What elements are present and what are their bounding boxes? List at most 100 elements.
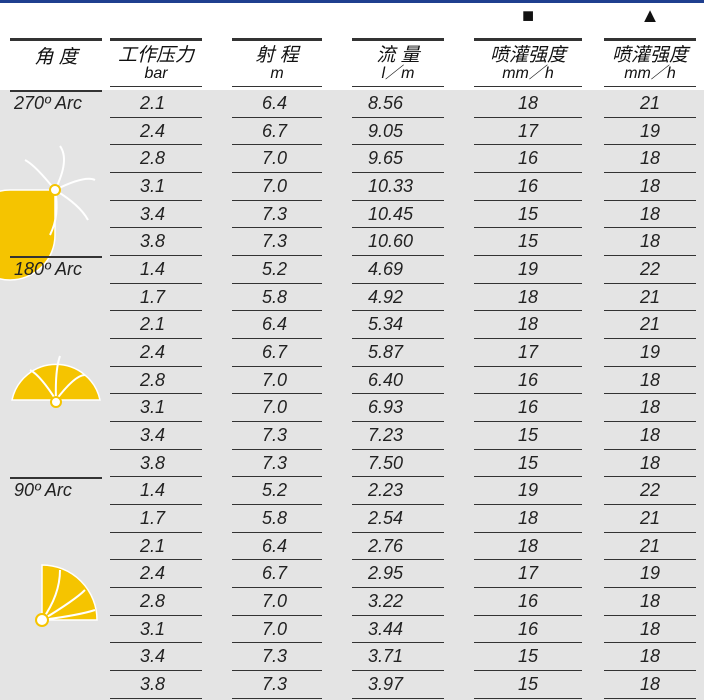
- row-rule: [232, 614, 322, 616]
- table-cell: 21: [639, 535, 661, 556]
- table-cell: 15: [517, 646, 539, 667]
- table-cell: 2.4: [140, 342, 166, 363]
- row-rule: [352, 670, 444, 672]
- row-rule: [352, 172, 444, 173]
- row-rule: [110, 559, 202, 561]
- row-rule: [604, 642, 696, 644]
- row-rule: [110, 365, 202, 367]
- row-rule: [352, 476, 444, 478]
- row-rule: [232, 172, 322, 173]
- table-cell: 16: [517, 591, 539, 612]
- table-cell: 2.8: [140, 148, 166, 169]
- row-rule: [604, 587, 696, 589]
- column-title: 射 程: [255, 45, 299, 66]
- row-rule: [232, 338, 322, 340]
- table-cell: 10.45: [368, 203, 414, 224]
- row-rule: [604, 365, 696, 367]
- table-cell: 2.8: [140, 591, 166, 612]
- row-rule: [604, 255, 696, 257]
- header-underline: [474, 86, 582, 87]
- table-cell: 4.92: [368, 286, 404, 307]
- table-cell: 16: [517, 369, 539, 390]
- group-rule: [10, 477, 102, 479]
- row-rule: [474, 587, 582, 589]
- table-cell: 7.3: [262, 674, 288, 695]
- row-rule: [604, 670, 696, 672]
- row-rule: [232, 559, 322, 561]
- row-rule: [604, 531, 696, 533]
- table-background: [0, 90, 704, 700]
- row-rule: [604, 559, 696, 561]
- table-cell: 3.8: [140, 231, 166, 252]
- table-cell: 6.40: [368, 369, 404, 390]
- header-rule: [232, 38, 322, 41]
- row-rule: [474, 227, 582, 229]
- row-rule: [232, 116, 322, 118]
- table-cell: 10.33: [368, 176, 414, 196]
- row-rule: [474, 365, 582, 367]
- table-cell: 18: [639, 369, 661, 390]
- row-rule: [232, 393, 322, 395]
- table-cell: 21: [639, 286, 661, 307]
- column-title: 工作压力: [117, 45, 194, 66]
- table-cell: 18: [639, 674, 661, 695]
- header-underline: [604, 86, 696, 87]
- top-rule: [0, 0, 704, 3]
- column-unit: bar: [144, 65, 168, 82]
- table-cell: 2.4: [140, 563, 166, 584]
- table-cell: 2.1: [140, 535, 166, 556]
- row-rule: [110, 199, 202, 201]
- table-cell: 6.7: [262, 563, 288, 584]
- column-title: 喷灌强度: [611, 45, 688, 66]
- table-cell: 6.93: [368, 397, 404, 418]
- table-cell: 7.3: [262, 452, 288, 473]
- table-cell: 22: [639, 480, 661, 501]
- row-rule: [352, 144, 444, 146]
- table-cell: 7.0: [262, 618, 288, 639]
- column-marker: ▲: [640, 5, 660, 27]
- table-cell: 5.8: [262, 286, 288, 307]
- table-cell: 16: [517, 148, 539, 169]
- table-cell: 18: [639, 148, 661, 169]
- row-rule: [352, 587, 444, 589]
- row-rule: [352, 310, 444, 312]
- row-rule: [352, 282, 444, 284]
- header-rule: [474, 38, 582, 41]
- row-rule: [110, 310, 202, 312]
- row-rule: [232, 476, 322, 478]
- table-cell: 17: [517, 563, 539, 584]
- table-cell: 5.87: [368, 342, 404, 363]
- table-cell: 7.0: [262, 176, 288, 196]
- table-cell: 2.1: [140, 93, 166, 113]
- table-cell: 2.76: [368, 535, 404, 556]
- table-cell: 7.0: [262, 591, 288, 612]
- row-rule: [352, 227, 444, 229]
- table-cell: 7.0: [262, 369, 288, 390]
- row-rule: [604, 476, 696, 478]
- table-cell: 18: [517, 286, 539, 307]
- row-rule: [232, 199, 322, 201]
- table-cell: 15: [517, 452, 539, 473]
- table-cell: 19: [639, 342, 661, 363]
- table-cell: 5.34: [368, 314, 404, 335]
- row-rule: [474, 697, 582, 699]
- row-rule: [474, 172, 582, 173]
- column-title: 角 度: [34, 47, 78, 68]
- row-rule: [474, 393, 582, 395]
- row-rule: [352, 697, 444, 699]
- header-rule: [10, 38, 102, 41]
- table-cell: 3.8: [140, 674, 166, 695]
- table-cell: 3.1: [140, 618, 166, 639]
- row-rule: [474, 504, 582, 506]
- table-cell: 6.7: [262, 120, 288, 141]
- row-rule: [232, 448, 322, 450]
- row-rule: [110, 531, 202, 533]
- row-rule: [110, 504, 202, 506]
- row-rule: [110, 255, 202, 257]
- table-cell: 3.44: [368, 618, 404, 639]
- icon-90: [41, 564, 98, 621]
- row-rule: [474, 642, 582, 644]
- row-rule: [110, 448, 202, 450]
- row-rule: [352, 614, 444, 616]
